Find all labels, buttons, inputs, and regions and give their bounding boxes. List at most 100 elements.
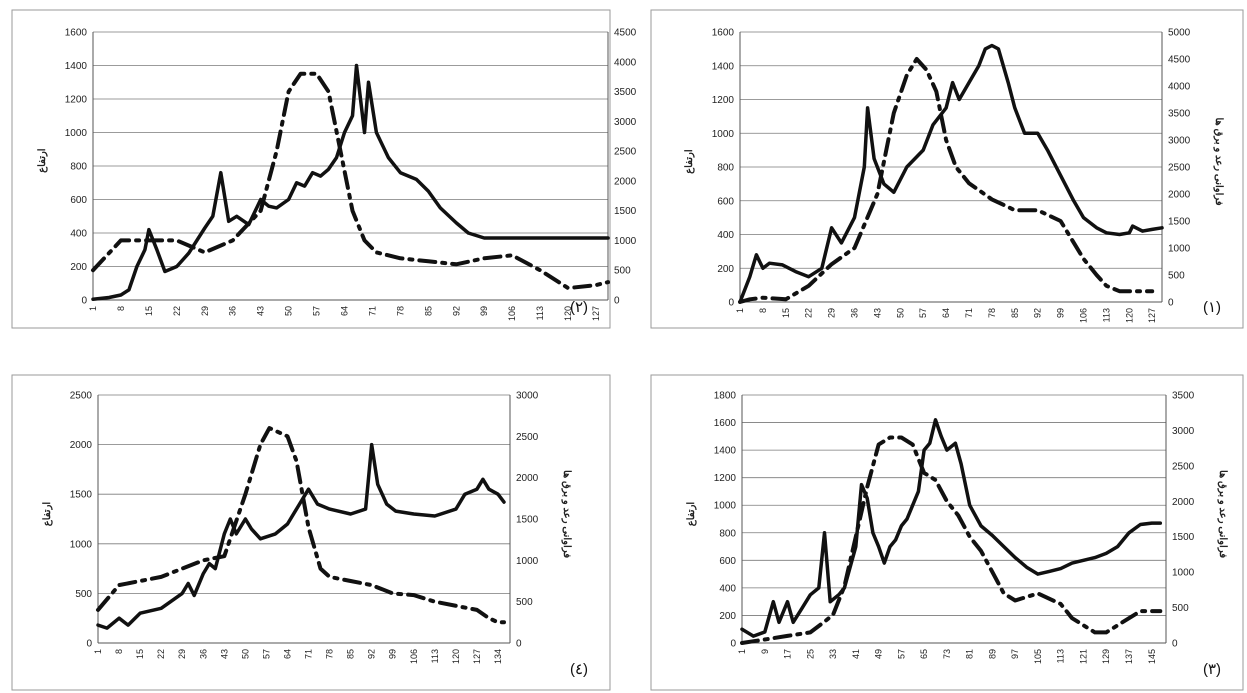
y-tick-label: 1200 <box>712 95 735 106</box>
y2-axis-title: فراوانی رعد و برق ها <box>561 470 572 558</box>
x-tick-label: 85 <box>1010 308 1020 318</box>
y2-tick-label: 1500 <box>1172 532 1195 543</box>
x-tick-label: 113 <box>535 306 545 320</box>
x-tick-label: 71 <box>304 649 314 659</box>
x-tick-label: 127 <box>591 306 601 321</box>
x-tick-label: 50 <box>895 308 905 318</box>
y2-tick-label: 4000 <box>1168 82 1191 93</box>
x-tick-label: 113 <box>1056 649 1066 663</box>
y-tick-label: 800 <box>717 163 734 174</box>
x-tick-label: 92 <box>451 306 461 316</box>
y-axis-title: ارتفاع <box>686 502 697 527</box>
x-tick-label: 49 <box>874 649 884 659</box>
elevation-line <box>740 418 1163 638</box>
x-tick-label: 99 <box>479 306 489 316</box>
y2-tick-label: 0 <box>1168 298 1174 309</box>
elevation-line <box>738 43 1164 304</box>
y-tick-label: 1600 <box>65 28 88 39</box>
x-tick-label: 78 <box>395 306 405 316</box>
y-tick-label: 1400 <box>65 61 88 72</box>
x-tick-label: 64 <box>282 649 292 659</box>
y2-tick-label: 3000 <box>516 391 539 402</box>
x-tick-label: 29 <box>177 649 187 659</box>
x-tick-label: 33 <box>828 649 838 659</box>
lightning-frequency-line <box>96 426 506 625</box>
x-tick-label: 129 <box>1101 649 1111 664</box>
y2-tick-label: 2500 <box>1168 163 1191 174</box>
y-tick-label: 1600 <box>712 28 735 39</box>
y2-tick-label: 500 <box>614 266 631 277</box>
x-tick-label: 17 <box>783 649 793 659</box>
x-tick-label: 113 <box>430 649 440 663</box>
x-tick-label: 64 <box>941 308 951 318</box>
elevation-line <box>91 63 610 301</box>
y-tick-label: 0 <box>728 298 734 309</box>
x-tick-label: 73 <box>942 649 952 659</box>
x-tick-label: 29 <box>827 308 837 318</box>
y-tick-label: 1500 <box>70 490 93 501</box>
x-tick-label: 15 <box>781 308 791 318</box>
chart-panel-3: 0 500 1000 1500 2000 2500 0 500 1000 1500 2000 2500… <box>11 374 611 691</box>
y2-tick-label: 0 <box>516 639 522 650</box>
x-tick-label: 36 <box>849 308 859 318</box>
y2-tick-label: 2000 <box>614 176 637 187</box>
y2-tick-label: 1000 <box>1172 568 1195 579</box>
panel-label: (۲) <box>570 299 588 316</box>
x-tick-label: 137 <box>1124 649 1134 664</box>
chart-panel-2: 0200400600800100012001400160005001000150… <box>650 9 1244 329</box>
y-tick-label: 1200 <box>714 473 737 484</box>
lightning-frequency-line <box>740 435 1163 645</box>
x-tick-label: 113 <box>1101 308 1111 322</box>
x-tick-label: 22 <box>172 306 182 316</box>
y2-tick-label: 1500 <box>1168 217 1191 228</box>
x-tick-label: 29 <box>200 306 210 316</box>
y-tick-label: 600 <box>719 556 736 567</box>
y-axis-title: ارتفاع <box>37 148 48 173</box>
x-tick-label: 36 <box>228 306 238 316</box>
panel-label: (۳) <box>1203 661 1221 678</box>
x-tick-label: 120 <box>563 306 573 321</box>
y2-tick-label: 2500 <box>516 432 539 443</box>
x-tick-label: 8 <box>114 649 124 654</box>
x-tick-label: 71 <box>964 308 974 318</box>
x-tick-label: 50 <box>284 306 294 316</box>
x-tick-label: 120 <box>1124 308 1134 323</box>
x-tick-label: 120 <box>451 649 461 664</box>
y-tick-label: 200 <box>70 262 87 273</box>
x-tick-label: 99 <box>388 649 398 659</box>
x-tick-label: 65 <box>919 649 929 659</box>
y2-tick-label: 0 <box>1172 639 1178 650</box>
x-tick-label: 78 <box>987 308 997 318</box>
y-tick-label: 500 <box>75 589 92 600</box>
elevation-line <box>96 442 506 630</box>
y2-tick-label: 2500 <box>1172 461 1195 472</box>
y-tick-label: 200 <box>717 264 734 275</box>
x-tick-label: 50 <box>240 649 250 659</box>
x-tick-label: 71 <box>367 306 377 316</box>
x-tick-label: 1 <box>737 649 747 654</box>
y-tick-label: 400 <box>719 583 736 594</box>
lightning-frequency-line <box>738 57 1155 304</box>
y2-tick-label: 0 <box>614 296 620 307</box>
x-tick-label: 89 <box>987 649 997 659</box>
x-tick-label: 36 <box>198 649 208 659</box>
x-tick-label: 57 <box>312 306 322 316</box>
y-axis-title: ارتفاع <box>42 502 53 527</box>
y2-tick-label: 500 <box>1168 271 1185 282</box>
y2-tick-label: 1000 <box>516 556 539 567</box>
x-tick-label: 43 <box>219 649 229 659</box>
y-tick-label: 400 <box>717 230 734 241</box>
x-tick-label: 9 <box>760 649 770 654</box>
panel-frame <box>11 9 611 329</box>
y2-tick-label: 1000 <box>1168 244 1191 255</box>
y-tick-label: 1800 <box>714 391 737 402</box>
y2-tick-label: 3000 <box>1172 426 1195 437</box>
x-tick-label: 85 <box>346 649 356 659</box>
x-tick-label: 127 <box>1147 308 1157 323</box>
x-tick-label: 92 <box>367 649 377 659</box>
x-tick-label: 78 <box>325 649 335 659</box>
y2-axis-title: فراوانی رعد و برق ها <box>1213 118 1224 206</box>
y2-tick-label: 500 <box>516 597 533 608</box>
y-tick-label: 0 <box>81 296 87 307</box>
